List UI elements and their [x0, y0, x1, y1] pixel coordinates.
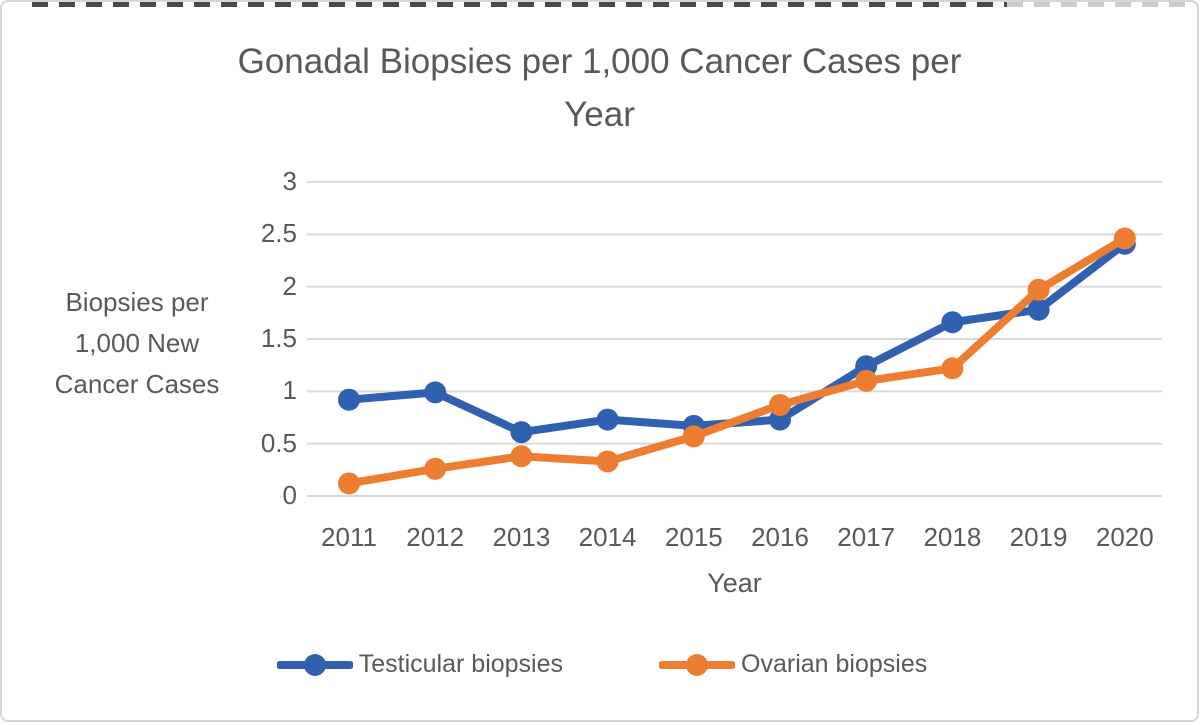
data-point — [1113, 227, 1136, 250]
y-tick-label: 2 — [282, 270, 297, 301]
legend-label-testicular: Testicular biopsies — [358, 650, 564, 678]
data-point — [424, 381, 447, 404]
x-tick-label: 2012 — [406, 522, 465, 552]
data-point — [941, 311, 964, 334]
data-point — [510, 421, 533, 444]
legend-label-ovarian: Ovarian biopsies — [741, 650, 928, 678]
data-point — [596, 408, 619, 431]
x-axis-title: Year — [707, 568, 762, 598]
y-tick-label: 0 — [282, 480, 297, 510]
x-tick-label: 2017 — [837, 522, 896, 552]
x-tick-label: 2019 — [1009, 522, 1068, 552]
y-tick-label: 0.5 — [260, 427, 297, 458]
y-axis-title: Biopsies per 1,000 New Cancer Cases — [27, 282, 247, 405]
x-tick-label: 2014 — [578, 522, 637, 552]
series-line-1 — [345, 234, 1129, 488]
x-tick-label: 2016 — [751, 522, 809, 552]
data-point — [941, 357, 964, 380]
x-tick-label: 2015 — [664, 522, 723, 552]
chart-title: Gonadal Biopsies per 1,000 Cancer Cases … — [237, 42, 962, 134]
x-tick-label: 2011 — [321, 522, 377, 552]
data-point — [338, 472, 360, 495]
series-line-0 — [345, 239, 1129, 437]
y-axis-title-line: Cancer Cases — [54, 369, 220, 399]
x-tick-label: 2018 — [923, 522, 982, 552]
x-tick-label: 2013 — [492, 522, 551, 552]
y-tick-label: 2.5 — [260, 218, 297, 249]
legend-entry-testicular: Testicular biopsies — [276, 650, 564, 679]
y-axis-title-line: Biopsies per — [65, 287, 209, 317]
legend-entry-ovarian: Ovarian biopsies — [659, 650, 927, 679]
data-point — [510, 445, 533, 468]
y-tick-label: 1 — [282, 375, 297, 406]
data-point — [855, 369, 878, 392]
top-dashed-border-dark — [32, 2, 1007, 7]
data-point — [596, 450, 619, 473]
data-point — [1027, 278, 1050, 301]
data-point — [1027, 298, 1050, 321]
y-axis-title-line: 1,000 New — [74, 328, 200, 358]
x-tick-label: 2020 — [1095, 522, 1154, 552]
y-tick-label: 3 — [282, 166, 297, 196]
data-point — [682, 425, 705, 448]
y-tick-label: 1.5 — [260, 323, 297, 353]
legend-marker-ovarian-icon — [659, 653, 736, 676]
data-point — [424, 457, 447, 480]
legend-marker-testicular-icon — [276, 653, 353, 676]
legend: Testicular biopsies Ovarian biopsies — [2, 650, 1197, 679]
data-point — [338, 388, 360, 411]
top-dashed-border-light — [1007, 2, 1192, 7]
data-point — [769, 393, 791, 416]
